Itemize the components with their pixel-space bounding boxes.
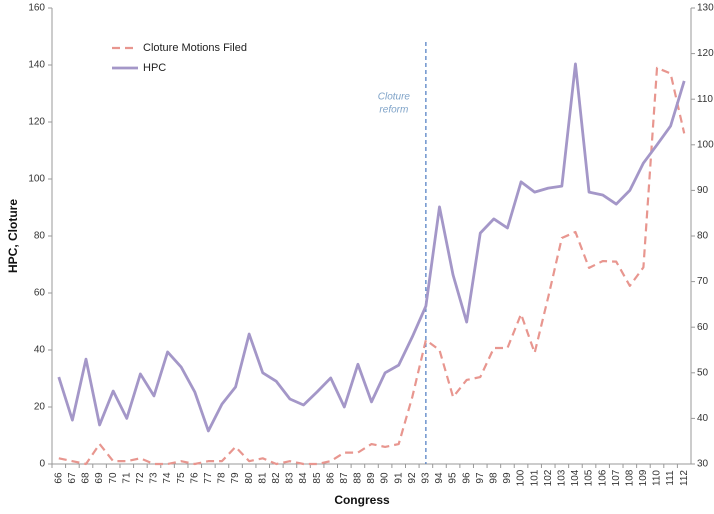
x-tick-label: 70 <box>108 472 119 484</box>
x-tick-label: 80 <box>244 472 255 484</box>
x-tick-label: 79 <box>230 472 241 484</box>
x-tick-label: 88 <box>353 472 364 484</box>
y-axis-title: HPC, Cloture <box>6 199 20 273</box>
annotation-text: reform <box>379 105 408 116</box>
x-tick-label: 105 <box>584 469 595 486</box>
x-tick-label: 90 <box>380 472 391 484</box>
y2-tick-label: 120 <box>697 48 714 59</box>
y-tick-label: 160 <box>28 3 45 14</box>
x-tick-label: 106 <box>597 469 608 486</box>
x-tick-label: 97 <box>475 472 486 484</box>
x-tick-label: 73 <box>149 472 160 484</box>
y2-tick-label: 90 <box>697 185 709 196</box>
x-axis-title: Congress <box>334 493 390 507</box>
y-tick-label: 120 <box>28 117 45 128</box>
y-tick-label: 60 <box>34 288 46 299</box>
y2-tick-label: 80 <box>697 231 709 242</box>
x-tick-label: 81 <box>257 472 268 484</box>
series-line <box>57 62 686 433</box>
x-tick-label: 101 <box>529 469 540 486</box>
x-tick-label: 93 <box>421 472 432 484</box>
x-tick-label: 91 <box>393 472 404 484</box>
x-tick-label: 89 <box>366 472 377 484</box>
x-tick-label: 92 <box>407 472 418 484</box>
x-tick-label: 108 <box>624 469 635 486</box>
y2-tick-label: 40 <box>697 413 709 424</box>
x-tick-label: 102 <box>543 469 554 486</box>
x-tick-label: 77 <box>203 472 214 484</box>
x-tick-label: 95 <box>448 472 459 484</box>
x-tick-label: 85 <box>312 472 323 484</box>
y-tick-label: 140 <box>28 60 45 71</box>
x-tick-label: 66 <box>53 472 64 484</box>
x-tick-label: 110 <box>652 470 663 486</box>
x-tick-label: 69 <box>94 472 105 484</box>
x-tick-label: 94 <box>434 472 445 484</box>
y2-tick-label: 60 <box>697 322 709 333</box>
y2-tick-label: 50 <box>697 367 709 378</box>
x-tick-label: 72 <box>135 472 146 484</box>
x-tick-label: 107 <box>611 469 622 486</box>
y-tick-label: 80 <box>34 231 46 242</box>
y2-tick-label: 110 <box>697 94 713 105</box>
x-tick-label: 78 <box>217 472 228 484</box>
x-tick-label: 112 <box>679 470 690 486</box>
x-tick-label: 100 <box>516 469 527 486</box>
y-tick-label: 40 <box>34 345 46 356</box>
x-tick-label: 74 <box>162 472 173 484</box>
x-tick-label: 86 <box>325 472 336 484</box>
x-tick-label: 99 <box>502 472 513 484</box>
x-tick-label: 96 <box>461 472 472 484</box>
x-tick-label: 68 <box>81 472 92 484</box>
y2-tick-label: 70 <box>697 276 709 287</box>
x-tick-label: 104 <box>570 469 581 486</box>
annotation-text: Cloture <box>378 92 411 103</box>
x-tick-label: 83 <box>285 472 296 484</box>
series-line <box>58 66 686 466</box>
x-tick-label: 87 <box>339 472 350 484</box>
x-tick-label: 84 <box>298 472 309 484</box>
x-tick-label: 75 <box>176 472 187 484</box>
x-tick-label: 71 <box>121 472 132 484</box>
y2-tick-label: 100 <box>697 139 714 150</box>
x-tick-label: 109 <box>638 469 649 486</box>
x-tick-label: 76 <box>189 472 200 484</box>
legend-label: Cloture Motions Filed <box>143 42 247 54</box>
y-tick-label: 0 <box>39 459 45 470</box>
y-tick-label: 100 <box>28 174 45 185</box>
x-tick-label: 82 <box>271 472 282 484</box>
x-tick-label: 111 <box>665 470 676 486</box>
x-tick-label: 103 <box>556 469 567 486</box>
legend-label: HPC <box>143 62 166 74</box>
y2-tick-label: 30 <box>697 459 709 470</box>
x-tick-label: 67 <box>67 472 78 484</box>
y-tick-label: 20 <box>34 402 46 413</box>
y2-tick-label: 130 <box>697 3 714 14</box>
x-tick-label: 98 <box>489 472 500 484</box>
